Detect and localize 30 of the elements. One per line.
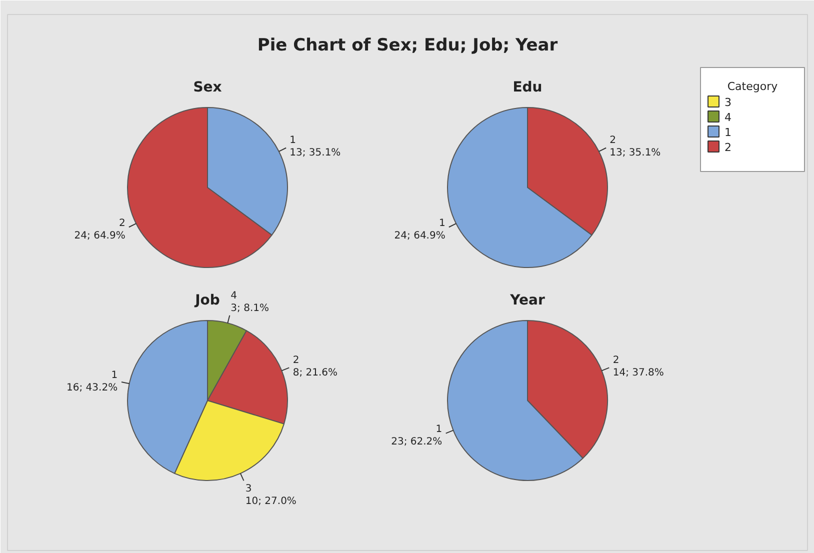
chart-title: Edu [512,80,542,96]
text: Job [194,292,220,308]
slice-label: 2 [610,135,616,146]
slice-label: 1 [111,370,118,382]
data-label: 10; 27.0% [245,496,296,507]
slice-label: 1 [438,218,446,229]
data-label: 24; 64.9% [394,230,446,242]
slice-label: 1 [290,135,296,146]
chart-title: Year [509,292,545,308]
chart-title: Sex [193,80,222,96]
data-label: 8; 21.6% [292,368,338,379]
data-label: 13; 35.1% [290,148,341,159]
legend-label: 1 [724,126,732,139]
slice-label: 2 [612,355,620,366]
slice-label: 2 [118,218,126,229]
data-label: 24; 64.9% [74,230,126,242]
data-label: 16; 43.2% [66,382,118,394]
data-label: 14; 37.8% [612,368,664,379]
data-label: 13; 35.1% [610,148,661,159]
legend-label: 3 [724,96,732,109]
legend-title: Category [727,80,778,93]
slice-label: 2 [292,355,300,366]
slice-label: 1 [436,424,442,435]
slice-label: 4 [230,290,238,302]
text: Pie Chart of Sex; Edu; Job; Year [257,36,558,56]
data-label: 23; 62.2% [391,436,442,448]
legend-label: 2 [724,141,732,154]
data-label: 3; 8.1% [230,302,270,314]
slice-label: 3 [245,483,252,494]
legend-label: 4 [724,111,732,124]
